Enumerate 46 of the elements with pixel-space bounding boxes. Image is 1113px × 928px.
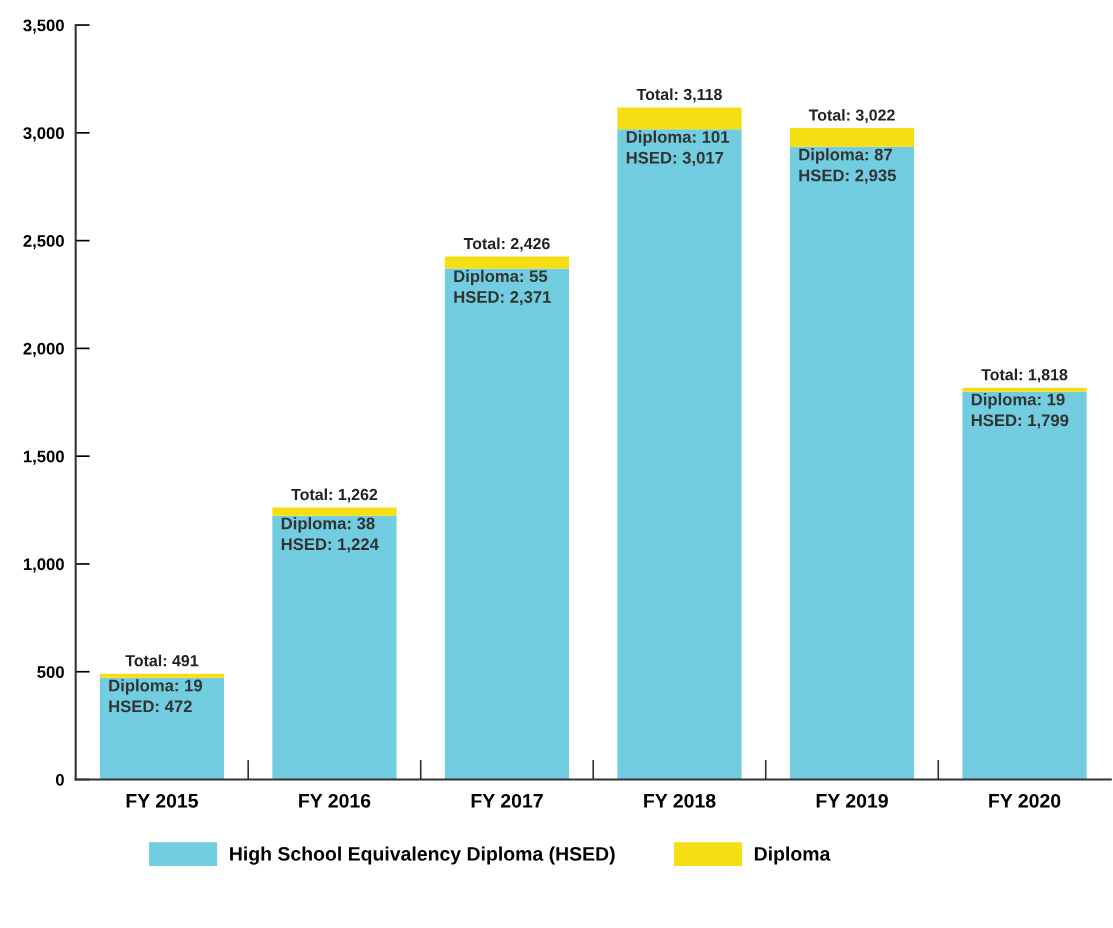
- bar: [617, 129, 742, 780]
- data-label: Diploma: 19: [109, 679, 203, 695]
- data-label: Diploma: 19: [971, 393, 1065, 409]
- bar: [962, 387, 1087, 392]
- y-tick-label: 2,000: [23, 342, 64, 358]
- legend-label: Diploma: [754, 846, 831, 865]
- bar: [272, 507, 397, 516]
- data-label: HSED: 1,799: [971, 414, 1069, 429]
- bar: [789, 128, 915, 147]
- total-label: Total: 1,818: [981, 368, 1068, 383]
- x-tick-label: FY 2017: [471, 793, 543, 808]
- bar: [444, 256, 570, 269]
- total-label: Total: 491: [125, 654, 199, 667]
- bar: [99, 673, 225, 678]
- total-label: Total: 1,262: [291, 488, 378, 503]
- total-label: Total: 3,022: [808, 109, 895, 124]
- y-tick-label: 1,000: [23, 558, 64, 573]
- y-tick-label: 500: [37, 666, 64, 678]
- data-label: HSED: 2,371: [454, 291, 551, 306]
- data-label: HSED: 1,224: [281, 538, 379, 553]
- y-tick-label: 3,500: [23, 19, 64, 34]
- x-tick-label: FY 2019: [816, 793, 888, 808]
- total-label: Total: 2,426: [463, 237, 550, 252]
- data-label: HSED: 3,017: [626, 151, 724, 167]
- data-label: Diploma: 55: [454, 269, 548, 286]
- data-label: Diploma: 87: [799, 148, 892, 164]
- data-label: Diploma: 38: [281, 517, 375, 533]
- bar: [99, 677, 225, 780]
- x-tick-label: FY 2015: [126, 793, 198, 808]
- data-label: HSED: 2,935: [799, 169, 896, 184]
- total-label: Total: 3,118: [636, 88, 722, 103]
- x-tick-label: FY 2020: [989, 793, 1061, 808]
- data-label: Diploma: 101: [626, 130, 729, 147]
- y-tick-label: 2,500: [23, 235, 64, 250]
- y-tick-label: 1,500: [23, 450, 64, 465]
- bar: [962, 391, 1087, 780]
- bar: [789, 146, 915, 780]
- y-tick-label: 3,000: [23, 127, 64, 142]
- bar: [444, 268, 570, 780]
- x-tick-label: FY 2016: [299, 793, 371, 808]
- data-label: HSED: 472: [109, 700, 192, 713]
- y-tick-label: 0: [55, 773, 64, 786]
- legend-label: High School Equivalency Diploma (HSED): [230, 846, 615, 865]
- bar: [272, 515, 397, 780]
- bar: [617, 107, 742, 130]
- x-tick-label: FY 2018: [644, 793, 716, 808]
